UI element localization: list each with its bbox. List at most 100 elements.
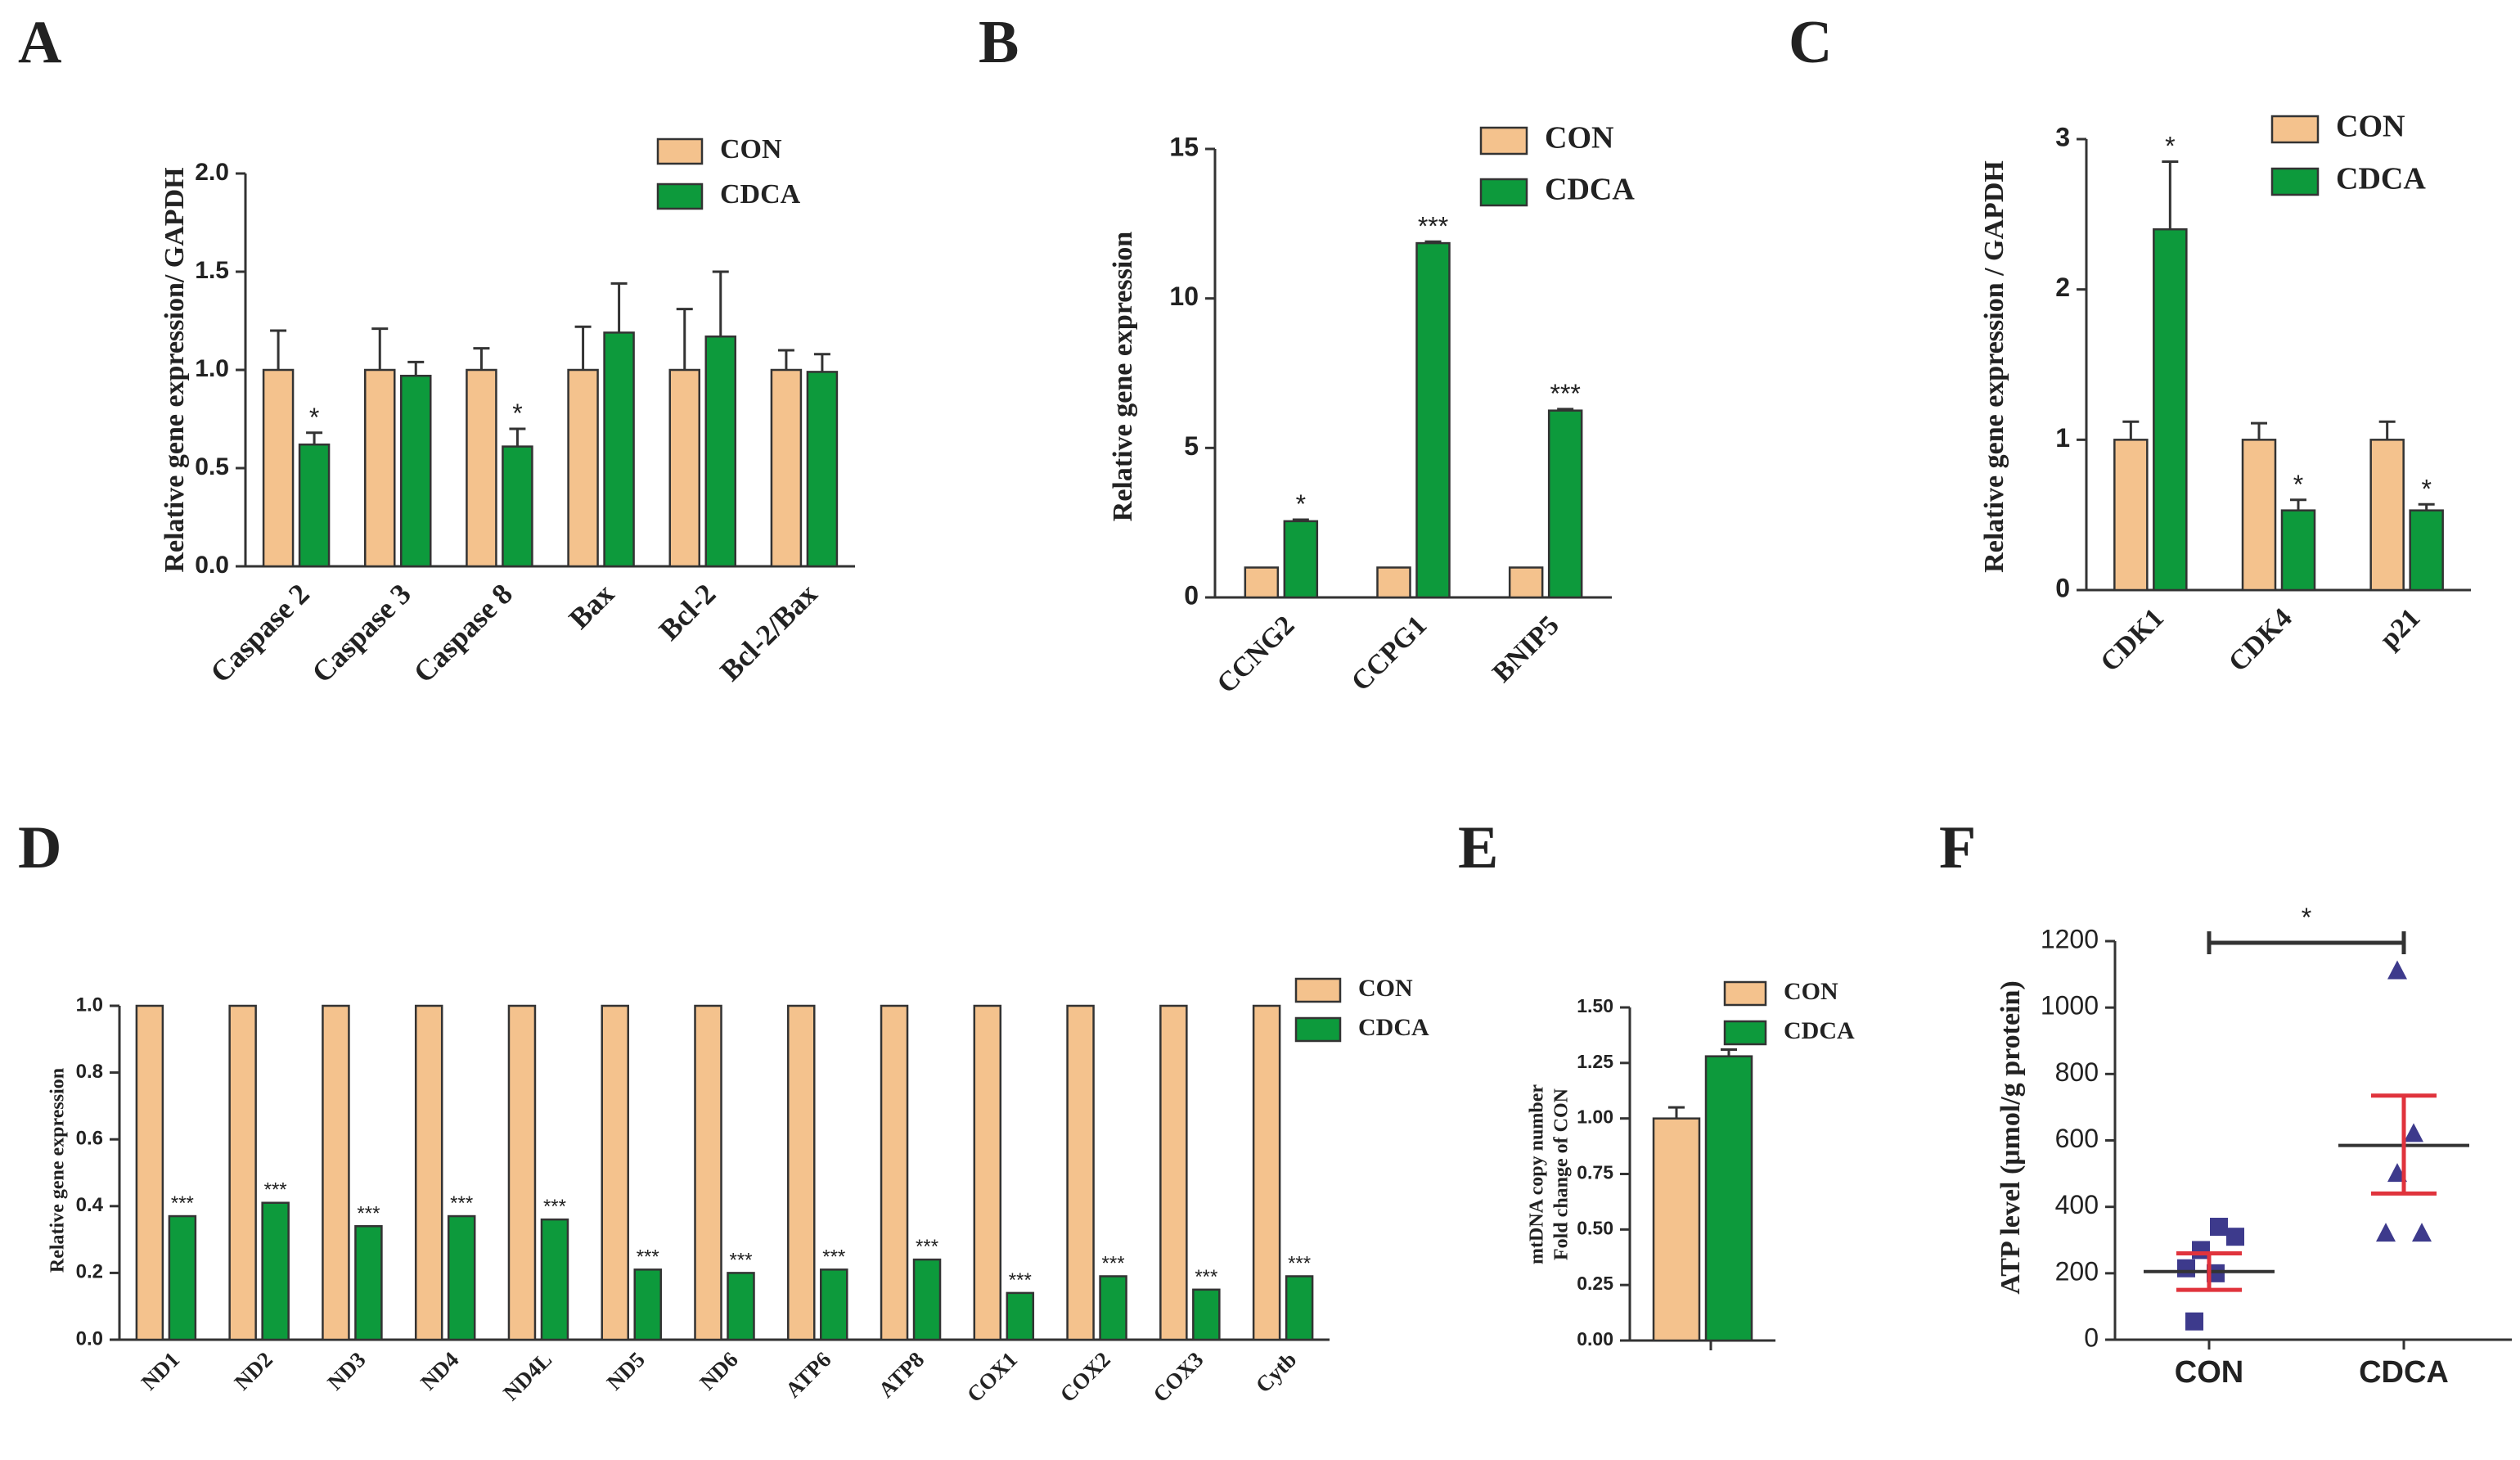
legend-label: CDCA [720, 179, 801, 210]
significance-label: *** [450, 1192, 473, 1214]
cdca-bar [806, 371, 839, 568]
cdca-bar [2409, 509, 2444, 592]
y-tick-label: 10 [1169, 282, 1199, 311]
category-label: ND5 [602, 1347, 650, 1395]
significance-label: *** [1550, 379, 1580, 408]
panel-letter: E [1458, 814, 1498, 881]
cdca-bar [400, 374, 432, 568]
y-tick-label: 2 [2055, 273, 2070, 302]
cdca-bar [820, 1268, 848, 1341]
y-tick-label: 5 [1184, 431, 1199, 461]
cdca-bar [912, 1258, 942, 1341]
significance-label: * [2421, 474, 2431, 503]
y-tick-label: 3 [2055, 122, 2070, 151]
cdca-point [2387, 960, 2407, 980]
category-label: COX3 [1148, 1347, 1208, 1407]
cdca-bar [540, 1218, 569, 1341]
con-bar [1652, 1117, 1701, 1342]
y-tick-label: 1.5 [195, 257, 229, 284]
con-point [2185, 1312, 2203, 1331]
y-tick-label: 15 [1169, 132, 1199, 161]
cdca-point [2376, 1223, 2396, 1242]
y-tick-label: 1.25 [1577, 1051, 1613, 1072]
category-label: ND3 [322, 1347, 370, 1395]
legend-label: CON [1358, 975, 1413, 1002]
y-axis-label: Relative gene expression [1108, 232, 1138, 522]
y-tick-label: 0.75 [1577, 1162, 1613, 1183]
category-label: ND6 [695, 1347, 742, 1395]
legend-swatch-cdca [2270, 167, 2320, 196]
con-point [2210, 1218, 2228, 1237]
panel-letter: B [979, 9, 1019, 76]
cdca-point [2412, 1223, 2432, 1242]
y-tick-label: 1.0 [76, 994, 103, 1016]
legend-swatch-con [1479, 126, 1528, 155]
con-bar [1244, 566, 1280, 599]
y-tick-label: 0.8 [76, 1061, 103, 1083]
y-tick-label: 1 [2055, 423, 2070, 453]
category-label: CDK4 [2223, 602, 2298, 678]
y-axis-label: Fold change of CON [1551, 1088, 1573, 1260]
y-tick-label: 1200 [2041, 924, 2099, 953]
significance-label: *** [916, 1236, 938, 1258]
cdca-bar [2153, 228, 2188, 592]
y-tick-label: 0.5 [195, 453, 229, 480]
cdca-bar [447, 1214, 476, 1341]
con-bar [414, 1004, 443, 1341]
legend-label: CON [1784, 978, 1838, 1005]
con-bar [1066, 1004, 1095, 1341]
category-label: CCPG1 [1346, 610, 1433, 696]
con-bar [135, 1004, 164, 1341]
legend-label: CON [1545, 121, 1613, 155]
cdca-bar [168, 1214, 197, 1341]
y-tick-label: 0 [2055, 573, 2070, 602]
significance-label: *** [822, 1246, 845, 1268]
significance-label: * [2293, 470, 2303, 499]
category-label: CDK1 [2095, 602, 2170, 678]
significance-label: *** [637, 1246, 659, 1268]
category-label: Caspase 3 [305, 577, 416, 688]
cdca-point [2404, 1123, 2423, 1142]
category-label: COX1 [962, 1347, 1022, 1407]
legend-label: CDCA [2336, 162, 2426, 196]
category-label: ND4 [416, 1347, 463, 1395]
y-axis-label: Relative gene expression/ GAPDH [160, 167, 190, 572]
legend-swatch-cdca [1479, 178, 1528, 207]
category-label: Bcl-2 [653, 577, 722, 647]
category-label: CDCA [2359, 1355, 2449, 1390]
con-bar [880, 1004, 909, 1341]
significance-label: *** [1418, 211, 1448, 241]
y-tick-label: 0.6 [76, 1128, 103, 1150]
cdca-bar [1415, 241, 1451, 599]
cdca-bar [1285, 1275, 1314, 1341]
significance-label: *** [1009, 1269, 1032, 1291]
cdca-bar [502, 445, 533, 568]
significance-label: *** [264, 1179, 287, 1201]
con-bar [1159, 1004, 1188, 1341]
panel-d: D 0.0 0.2 0.4 0.6 0.8 1.0 Relative gene express… [18, 814, 1429, 1407]
y-tick-label: 800 [2055, 1057, 2099, 1087]
con-bar [466, 368, 497, 568]
panel-f: F 0 200 400 600 800 1000 1200 ATP level (μmol/g … [1939, 814, 2512, 1390]
cdca-bar [2280, 509, 2316, 592]
con-bar [973, 1004, 1002, 1341]
cdca-bar [704, 335, 736, 568]
category-label: ND1 [137, 1347, 184, 1395]
legend-swatch-con [1723, 980, 1767, 1007]
significance-label: * [2165, 132, 2175, 161]
category-label: CCNG2 [1212, 610, 1301, 699]
cdca-bar [1099, 1275, 1127, 1341]
legend-label: CDCA [1784, 1017, 1855, 1044]
y-tick-label: 400 [2055, 1190, 2099, 1219]
legend-swatch-cdca [1294, 1016, 1342, 1043]
y-tick-label: 1000 [2041, 991, 2099, 1021]
category-label: p21 [2374, 602, 2427, 655]
significance-label: *** [171, 1192, 194, 1214]
y-tick-label: 0.25 [1577, 1273, 1613, 1294]
y-axis-label: ATP level (μmol/g protein) [1996, 980, 2026, 1294]
category-label: ATP6 [781, 1347, 836, 1403]
legend-label: CON [2336, 110, 2405, 144]
legend-label: CON [720, 134, 782, 164]
